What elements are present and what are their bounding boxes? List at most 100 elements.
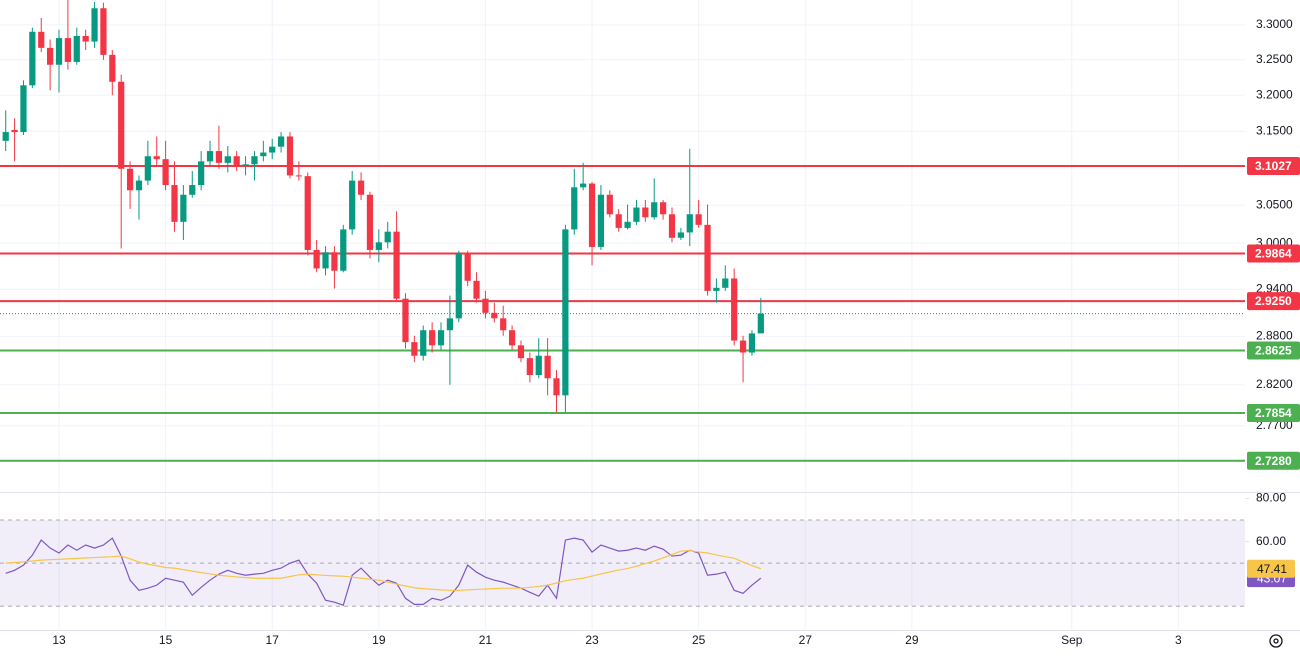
rsi-bands: [0, 519, 1245, 607]
candle-body: [215, 151, 223, 163]
levels: [0, 165, 1245, 462]
candle-body: [420, 330, 427, 356]
candle-body: [357, 180, 365, 195]
y-tick-label: 2.8200: [1256, 377, 1293, 391]
x-tick-label: 21: [479, 633, 493, 647]
settings-button[interactable]: [1269, 634, 1283, 648]
x-tick-label: 13: [52, 633, 66, 647]
candle-body: [437, 330, 445, 346]
candle-body: [118, 81, 125, 169]
x-tick-label: 29: [905, 633, 919, 647]
candle-body: [269, 146, 276, 153]
candle-body: [366, 194, 374, 250]
level-label: 2.9864: [1255, 247, 1292, 261]
level-label-box: [1247, 341, 1300, 360]
candle-body: [144, 156, 151, 181]
rsi-band-fill: [0, 520, 1245, 607]
candle-body: [473, 280, 480, 299]
candle-body: [2, 132, 9, 141]
x-tick-label: 19: [372, 633, 386, 647]
level-label-box: [1247, 451, 1300, 470]
candle-body: [491, 312, 498, 319]
candle-body: [47, 47, 54, 65]
candle-body: [588, 183, 596, 247]
candle-body: [500, 318, 507, 331]
candle-body: [29, 31, 36, 86]
candle-body: [482, 298, 489, 313]
candle-body: [233, 156, 240, 166]
candle-body: [659, 202, 667, 215]
rsi-value-box: [1247, 559, 1295, 578]
level-label: 2.9250: [1255, 294, 1292, 308]
candle-body: [739, 340, 747, 353]
candle-body: [64, 38, 72, 62]
candle-body: [295, 175, 302, 177]
candle-body: [180, 194, 187, 222]
candle-body: [91, 8, 98, 42]
axes: [0, 492, 1300, 631]
candle-body: [535, 355, 542, 376]
candle-body: [313, 249, 320, 269]
level-label-box: [1247, 292, 1300, 311]
x-tick-label: 27: [799, 633, 813, 647]
settings-icon[interactable]: [1269, 634, 1283, 648]
candle-body: [304, 176, 311, 250]
candle-body: [748, 333, 756, 353]
x-tick-label: 15: [159, 633, 173, 647]
candle-body: [411, 342, 418, 356]
candle-body: [286, 136, 294, 176]
y-tick-label: 3.2500: [1256, 52, 1293, 66]
y-tick-label: 3.0500: [1256, 197, 1293, 211]
candle-body: [731, 278, 738, 341]
rsi-line: [5, 537, 762, 606]
candle-body: [135, 180, 143, 191]
candle-body: [544, 355, 551, 379]
x-tick-label: Sep: [1061, 633, 1083, 647]
candle-body: [20, 85, 27, 133]
candle-body: [429, 330, 436, 346]
candle-body: [580, 183, 587, 188]
candle-body: [100, 8, 107, 55]
candle-body: [384, 231, 391, 243]
candle-body: [722, 278, 729, 288]
settings-icon-center[interactable]: [1273, 638, 1279, 644]
candle-body: [455, 253, 462, 319]
rsi-line: [5, 550, 762, 591]
candle-body: [464, 253, 471, 281]
candle-body: [651, 202, 658, 218]
rsi-value-label: 47.41: [1257, 562, 1287, 576]
x-tick-label: 3: [1175, 633, 1182, 647]
candle-body: [686, 214, 693, 233]
candle-body: [642, 207, 649, 218]
candle-body: [668, 214, 676, 238]
candle-body: [757, 313, 764, 334]
candle-body: [633, 207, 640, 222]
y-tick-label: 2.9400: [1256, 282, 1293, 296]
x-tick-label: 17: [266, 633, 280, 647]
candle-body: [571, 187, 578, 230]
candle-body: [331, 252, 338, 271]
candle-body: [615, 214, 622, 228]
candle-body: [606, 194, 613, 215]
candle-body: [206, 151, 214, 162]
rsi-tick-label: 60.00: [1256, 534, 1286, 548]
x-tick-label: 23: [585, 633, 599, 647]
candle-body: [393, 231, 400, 299]
candle-body: [260, 152, 267, 157]
level-label: 3.1027: [1255, 159, 1292, 173]
candle-body: [562, 229, 569, 396]
candle-body: [624, 221, 631, 228]
candle-body: [553, 378, 560, 396]
candle-body: [224, 156, 231, 163]
candle-body: [242, 164, 249, 166]
candle-body: [375, 242, 382, 250]
level-label: 2.8625: [1255, 344, 1292, 358]
candle-body: [713, 287, 720, 291]
candle-body: [508, 330, 516, 346]
candle-body: [38, 31, 45, 48]
candle-body: [82, 35, 89, 42]
candle-body: [277, 136, 285, 147]
candle-body: [11, 129, 18, 133]
y-tick-label: 3.1500: [1256, 124, 1293, 138]
